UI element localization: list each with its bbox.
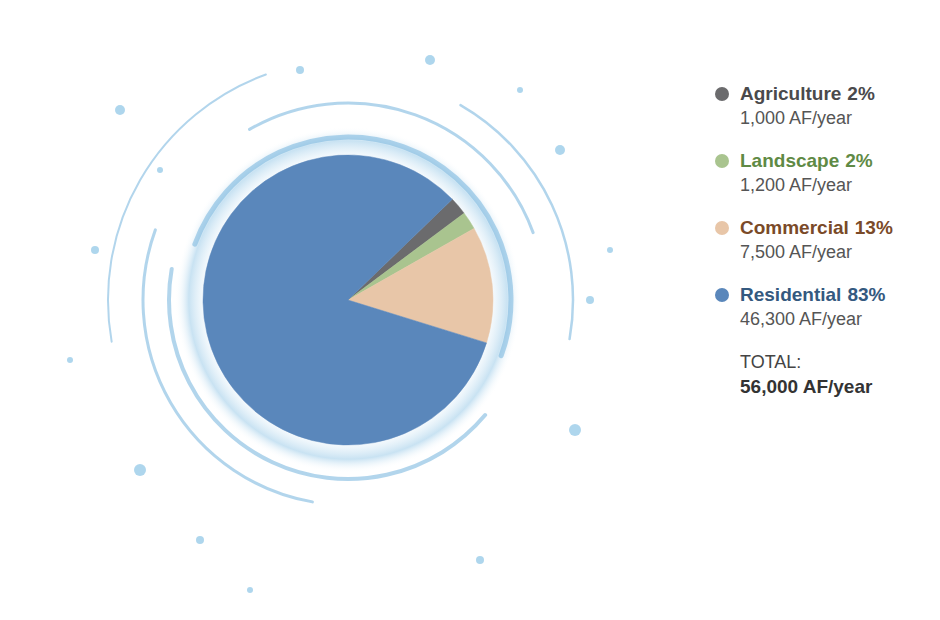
legend: Agriculture 2% 1,000 AF/year Landscape 2% 1,2… xyxy=(715,83,893,397)
legend-volume: 7,500 AF/year xyxy=(740,242,852,262)
pie xyxy=(203,155,493,445)
legend-swatch xyxy=(715,154,729,168)
total-value: 56,000 AF/year xyxy=(740,376,873,397)
water-splash xyxy=(67,55,613,593)
splash-drop xyxy=(157,167,163,173)
legend-swatch xyxy=(715,87,729,101)
legend-label: Agriculture 2% xyxy=(740,83,875,104)
total-label: TOTAL: xyxy=(740,352,801,372)
splash-drop xyxy=(67,357,73,363)
splash-drop xyxy=(607,247,613,253)
splash-drop xyxy=(247,587,253,593)
legend-category: Agriculture xyxy=(740,83,841,104)
legend-category: Landscape xyxy=(740,150,839,171)
legend-percent: 83% xyxy=(847,284,885,305)
legend-volume: 1,000 AF/year xyxy=(740,108,852,128)
splash-drop xyxy=(115,105,125,115)
splash-drop xyxy=(134,464,146,476)
legend-label: Landscape 2% xyxy=(740,150,873,171)
splash-drop xyxy=(517,87,523,93)
legend-percent: 13% xyxy=(855,217,893,238)
legend-swatch xyxy=(715,221,729,235)
splash-drop xyxy=(425,55,435,65)
splash-drop xyxy=(296,66,304,74)
legend-category: Commercial xyxy=(740,217,849,238)
legend-percent: 2% xyxy=(845,150,873,171)
legend-swatch xyxy=(715,288,729,302)
legend-percent: 2% xyxy=(847,83,875,104)
splash-ring xyxy=(175,127,521,473)
pie-slice xyxy=(203,155,487,445)
splash-drop xyxy=(586,296,594,304)
legend-volume: 46,300 AF/year xyxy=(740,309,862,329)
splash-drop xyxy=(555,145,565,155)
splash-drop xyxy=(196,536,204,544)
splash-drop xyxy=(476,556,484,564)
legend-label: Commercial 13% xyxy=(740,217,893,238)
splash-drop xyxy=(91,246,99,254)
legend-category: Residential xyxy=(740,284,841,305)
legend-volume: 1,200 AF/year xyxy=(740,175,852,195)
splash-drop xyxy=(569,424,581,436)
chart-root: Agriculture 2% 1,000 AF/year Landscape 2% 1,2… xyxy=(0,0,940,620)
legend-label: Residential 83% xyxy=(740,284,886,305)
